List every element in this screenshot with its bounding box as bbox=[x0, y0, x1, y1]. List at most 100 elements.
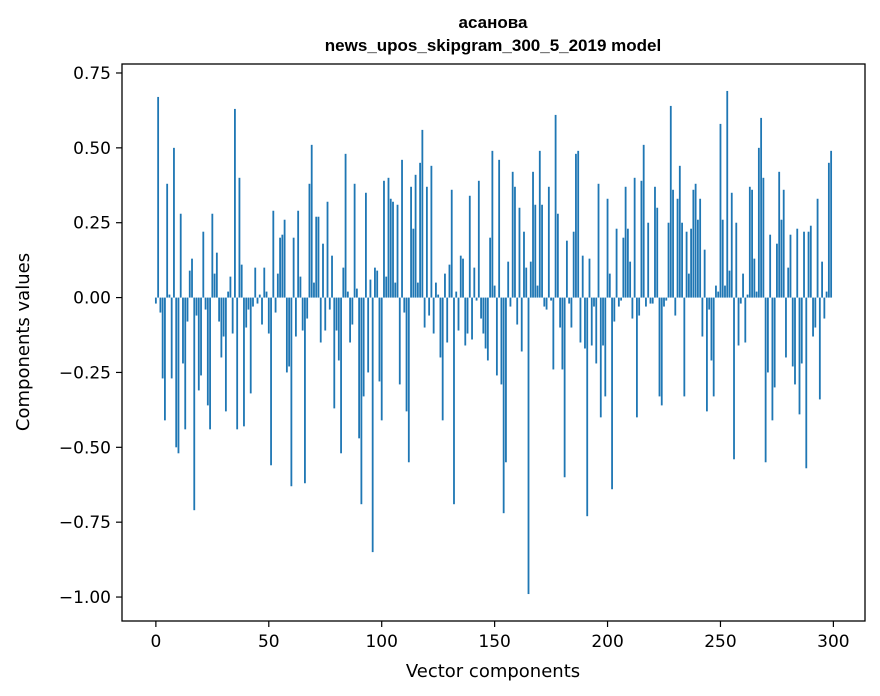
bar bbox=[195, 297, 198, 316]
bar bbox=[764, 297, 767, 463]
bar bbox=[236, 297, 239, 430]
bar bbox=[807, 231, 810, 298]
bars-group bbox=[154, 90, 833, 595]
bar bbox=[626, 228, 629, 298]
bar bbox=[252, 297, 254, 307]
x-tick-label: 0 bbox=[150, 632, 161, 652]
bar bbox=[730, 192, 733, 298]
bar bbox=[453, 297, 455, 505]
bar bbox=[683, 297, 686, 397]
bar bbox=[798, 297, 801, 415]
bar bbox=[466, 297, 469, 334]
x-tick-label: 100 bbox=[365, 632, 397, 652]
bar bbox=[495, 297, 498, 376]
bar bbox=[204, 297, 207, 310]
bar bbox=[328, 297, 331, 310]
bar bbox=[667, 222, 670, 298]
bar bbox=[604, 297, 607, 397]
bar bbox=[227, 291, 230, 298]
bar bbox=[529, 261, 532, 298]
bar bbox=[290, 297, 293, 487]
bar bbox=[511, 171, 514, 298]
bar bbox=[744, 297, 747, 343]
y-tick-label: 0.75 bbox=[73, 64, 111, 84]
bar bbox=[633, 177, 636, 298]
bar bbox=[719, 123, 722, 298]
bar bbox=[611, 297, 613, 490]
bar bbox=[565, 240, 568, 298]
bar bbox=[206, 297, 209, 406]
bar bbox=[778, 171, 781, 298]
bar bbox=[407, 297, 410, 463]
bar bbox=[249, 297, 252, 394]
bar bbox=[669, 105, 672, 298]
bar bbox=[751, 189, 753, 298]
bar bbox=[335, 297, 338, 331]
bar bbox=[428, 297, 431, 316]
bar bbox=[175, 297, 178, 448]
bar bbox=[202, 231, 205, 298]
bar bbox=[184, 297, 187, 430]
bar bbox=[647, 222, 650, 298]
bar bbox=[624, 186, 627, 298]
bar bbox=[554, 114, 557, 298]
bar bbox=[825, 291, 828, 298]
bar bbox=[392, 201, 394, 298]
bar bbox=[561, 297, 564, 370]
bar bbox=[455, 291, 458, 298]
bar bbox=[760, 117, 763, 298]
bar bbox=[405, 297, 408, 412]
bar bbox=[270, 297, 272, 466]
bar bbox=[545, 297, 548, 310]
bar bbox=[349, 297, 351, 343]
bar bbox=[757, 147, 760, 298]
bar bbox=[376, 270, 379, 298]
plot-frame bbox=[121, 63, 866, 622]
bar bbox=[378, 297, 381, 382]
bar bbox=[821, 261, 823, 298]
bar bbox=[193, 297, 196, 511]
bar bbox=[267, 297, 270, 334]
bar bbox=[776, 243, 778, 298]
bar bbox=[222, 297, 225, 337]
bar bbox=[674, 297, 677, 316]
bar bbox=[369, 279, 372, 298]
bar bbox=[220, 297, 223, 358]
bar bbox=[726, 90, 729, 298]
bar bbox=[200, 297, 202, 376]
bar bbox=[265, 291, 268, 298]
x-tick-label: 200 bbox=[591, 632, 623, 652]
bar bbox=[385, 276, 388, 298]
bar bbox=[319, 297, 322, 343]
bar bbox=[471, 297, 473, 340]
bar bbox=[500, 297, 503, 385]
bar bbox=[645, 297, 647, 307]
bar bbox=[748, 186, 751, 298]
bar bbox=[617, 297, 620, 307]
bar bbox=[188, 270, 191, 298]
bar bbox=[766, 297, 769, 373]
bar bbox=[827, 162, 830, 298]
bar bbox=[746, 294, 749, 298]
bar bbox=[787, 267, 790, 298]
bar bbox=[238, 177, 241, 298]
bar bbox=[771, 297, 774, 421]
bar bbox=[715, 285, 717, 298]
bar bbox=[690, 228, 693, 298]
bar bbox=[570, 297, 573, 328]
bar bbox=[629, 261, 632, 298]
bar bbox=[563, 297, 566, 478]
bar bbox=[157, 96, 160, 298]
bar bbox=[437, 294, 440, 298]
bar bbox=[791, 297, 794, 367]
bar bbox=[313, 282, 315, 298]
bar bbox=[285, 297, 288, 373]
bar bbox=[692, 189, 695, 298]
bar bbox=[805, 297, 808, 469]
bar bbox=[818, 297, 821, 400]
chart-title: асанова bbox=[459, 13, 528, 32]
bar bbox=[310, 144, 313, 298]
bar bbox=[482, 297, 485, 334]
bar bbox=[441, 297, 444, 421]
